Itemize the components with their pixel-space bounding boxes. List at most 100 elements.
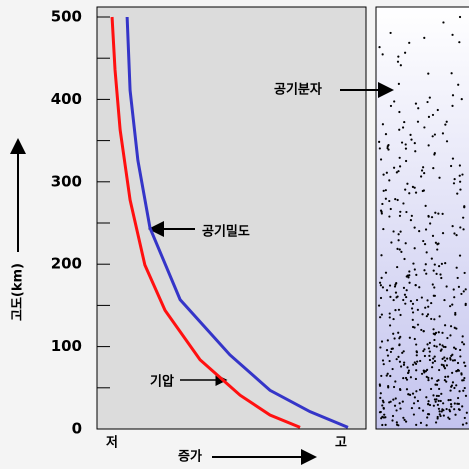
molecule: [431, 113, 435, 117]
molecule: [439, 349, 442, 352]
molecule: [463, 416, 466, 420]
molecule: [449, 403, 453, 406]
molecule: [387, 386, 390, 389]
molecule: [388, 359, 391, 363]
molecule: [381, 415, 384, 418]
molecule: [386, 145, 389, 148]
molecule: [433, 286, 436, 289]
molecule: [397, 170, 400, 173]
molecule: [433, 263, 436, 266]
molecule: [462, 228, 465, 231]
molecule: [402, 202, 405, 205]
molecule: [436, 403, 440, 406]
molecule: [416, 308, 419, 311]
molecule: [421, 189, 424, 193]
molecule: [380, 276, 383, 279]
plot-area: [96, 6, 367, 430]
molecule: [410, 138, 413, 141]
molecule: [435, 394, 439, 397]
molecule: [418, 407, 421, 410]
molecule: [418, 230, 421, 233]
molecule: [409, 133, 412, 136]
molecule: [397, 82, 400, 85]
molecule: [401, 126, 405, 129]
molecule: [455, 266, 458, 269]
molecule: [411, 392, 415, 395]
molecule: [436, 243, 439, 246]
molecule: [379, 396, 382, 399]
molecule: [398, 165, 402, 168]
molecule: [461, 405, 464, 408]
molecule: [380, 254, 383, 257]
molecule: [458, 15, 462, 19]
molecule: [447, 416, 450, 419]
molecule: [463, 361, 466, 364]
molecule: [412, 413, 416, 416]
molecule: [386, 372, 389, 375]
molecule: [404, 143, 407, 146]
molecule: [442, 409, 445, 412]
molecule: [432, 394, 435, 397]
molecule: [393, 100, 396, 103]
y-tick-label: 400: [51, 90, 82, 108]
molecule: [462, 290, 465, 293]
molecule: [382, 363, 385, 366]
molecule: [427, 72, 430, 75]
molecule: [404, 147, 408, 150]
molecule: [404, 242, 407, 245]
molecule: [430, 377, 433, 380]
molecule: [428, 341, 431, 344]
molecule: [433, 338, 436, 342]
molecule: [433, 359, 437, 363]
molecule: [406, 371, 410, 375]
molecule: [397, 355, 400, 358]
molecule: [449, 164, 453, 168]
molecule: [382, 406, 385, 410]
molecule: [435, 398, 438, 401]
molecule: [415, 273, 418, 276]
molecule: [423, 354, 427, 358]
molecule: [399, 365, 403, 368]
molecule: [454, 413, 457, 416]
molecule: [381, 123, 385, 126]
y-axis-label: 고도(km): [11, 263, 26, 321]
molecule: [384, 133, 388, 136]
molecule: [425, 251, 428, 254]
molecule: [411, 318, 414, 321]
molecule: [397, 55, 400, 58]
molecule: [454, 313, 457, 316]
molecule: [433, 344, 436, 347]
molecule: [439, 399, 442, 403]
molecule: [424, 204, 427, 207]
molecule: [433, 332, 436, 336]
molecule: [449, 334, 452, 337]
molecule: [430, 317, 433, 321]
molecule: [431, 135, 434, 138]
molecule: [441, 331, 444, 334]
molecule: [406, 366, 409, 369]
molecule: [381, 202, 384, 206]
molecule: [438, 176, 441, 179]
molecule: [414, 377, 418, 381]
molecule: [426, 100, 429, 104]
y-tick-label: 500: [51, 8, 82, 26]
molecule: [427, 144, 430, 147]
molecule: [378, 281, 382, 284]
molecule: [379, 158, 383, 161]
molecule: [440, 410, 443, 413]
molecule: [384, 423, 387, 426]
y-tick-label: 100: [51, 337, 82, 355]
molecule: [415, 354, 418, 357]
molecule: [406, 274, 409, 277]
molecule: [416, 323, 420, 326]
molecule: [428, 350, 431, 353]
molecule: [434, 383, 437, 386]
molecule: [377, 304, 381, 307]
molecule: [379, 316, 382, 319]
molecule: [425, 272, 428, 275]
molecule: [394, 197, 397, 201]
molecule: [432, 269, 435, 272]
molecule: [451, 371, 454, 374]
molecule: [430, 301, 433, 305]
